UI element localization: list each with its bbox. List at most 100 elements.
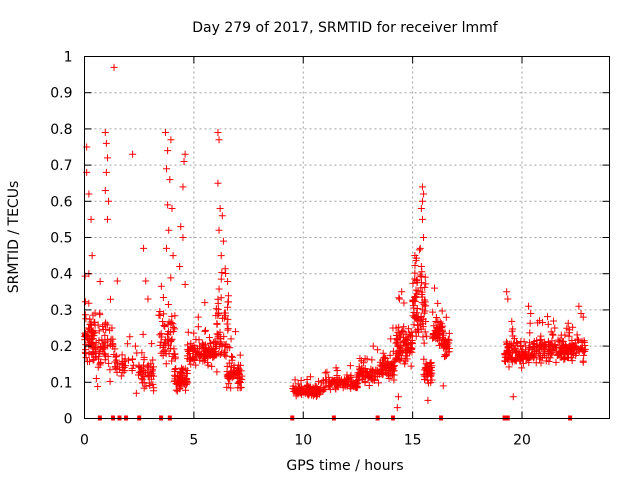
data-point: [85, 190, 93, 198]
data-point: [92, 339, 100, 347]
data-point: [225, 380, 233, 388]
data-point: [440, 329, 448, 337]
data-point: [414, 287, 422, 295]
y-axis-label: SRMTID / TECUs: [6, 181, 22, 294]
data-point: [121, 355, 129, 363]
data-point: [418, 299, 426, 307]
data-point: [421, 328, 429, 336]
data-point: [342, 375, 350, 383]
data-point: [504, 344, 512, 352]
data-point: [321, 369, 329, 377]
data-point: [167, 319, 175, 327]
data-point: [419, 323, 427, 331]
data-point: [164, 201, 172, 209]
data-point: [410, 321, 418, 329]
data-point: [105, 197, 113, 205]
data-point: [84, 358, 92, 366]
data-point: [387, 360, 395, 368]
data-point: [157, 282, 165, 290]
data-point: [536, 353, 544, 361]
data-point: [150, 363, 158, 371]
data-point: [137, 367, 145, 375]
data-point: [164, 147, 172, 155]
data-point: [416, 244, 424, 252]
data-point: [365, 381, 373, 389]
data-point: [124, 340, 132, 348]
data-point: [95, 327, 103, 335]
data-point: [395, 323, 403, 331]
axes: 00.10.20.30.40.50.60.70.80.910 5 10 15 20: [50, 50, 610, 449]
x-tick-label: 5: [189, 433, 198, 449]
data-point: [420, 339, 428, 347]
data-point: [217, 252, 225, 260]
data-point: [357, 368, 365, 376]
data-point: [159, 348, 167, 356]
data-point: [579, 313, 587, 321]
data-point: [87, 215, 95, 223]
data-point: [140, 361, 148, 369]
data-point: [92, 375, 100, 383]
data-point: [418, 197, 426, 205]
data-point: [226, 344, 234, 352]
data-point: [95, 352, 103, 360]
data-point: [180, 372, 188, 380]
data-point: [577, 310, 585, 318]
data-point: [129, 150, 137, 158]
data-point: [397, 341, 405, 349]
data-point: [322, 376, 330, 384]
data-point: [416, 316, 424, 324]
data-point: [548, 337, 556, 345]
data-point: [143, 362, 151, 370]
data-point: [557, 342, 565, 350]
data-point: [214, 179, 222, 187]
data-point: [229, 353, 237, 361]
data-point: [165, 328, 173, 336]
data-point: [85, 299, 93, 307]
data-point: [508, 317, 516, 325]
data-point: [428, 376, 436, 384]
data-point: [422, 373, 430, 381]
data-point: [211, 338, 219, 346]
data-point: [122, 362, 130, 370]
y-tick-label: 0: [64, 412, 73, 428]
data-point: [103, 154, 111, 162]
data-point: [304, 381, 312, 389]
data-point: [579, 357, 587, 365]
data-point: [132, 389, 140, 397]
data-point: [183, 352, 191, 360]
data-point: [400, 357, 408, 365]
data-point: [219, 237, 227, 245]
data-point: [508, 327, 516, 335]
data-point: [96, 359, 104, 367]
data-point: [332, 364, 340, 372]
data-point: [227, 352, 235, 360]
data-point: [192, 336, 200, 344]
data-point: [434, 331, 442, 339]
data-point: [166, 176, 174, 184]
data-point: [410, 313, 418, 321]
data-point: [374, 346, 382, 354]
data-point: [82, 315, 90, 323]
data-point: [156, 311, 164, 319]
data-point: [142, 382, 150, 390]
data-point: [314, 386, 322, 394]
data-point: [507, 340, 515, 348]
data-point: [199, 357, 207, 365]
data-point: [503, 288, 511, 296]
data-point: [222, 269, 230, 277]
data-point: [545, 358, 553, 366]
data-point: [506, 350, 514, 358]
data-point: [517, 341, 525, 349]
data-point: [224, 298, 232, 306]
data-point: [217, 294, 225, 302]
data-point: [378, 366, 386, 374]
data-point: [225, 359, 233, 367]
data-point: [106, 326, 114, 334]
data-point: [383, 359, 391, 367]
data-point: [161, 323, 169, 331]
data-point: [294, 380, 302, 388]
data-point: [436, 330, 444, 338]
data-point: [180, 157, 188, 165]
data-point: [144, 364, 152, 372]
data-point: [358, 373, 366, 381]
